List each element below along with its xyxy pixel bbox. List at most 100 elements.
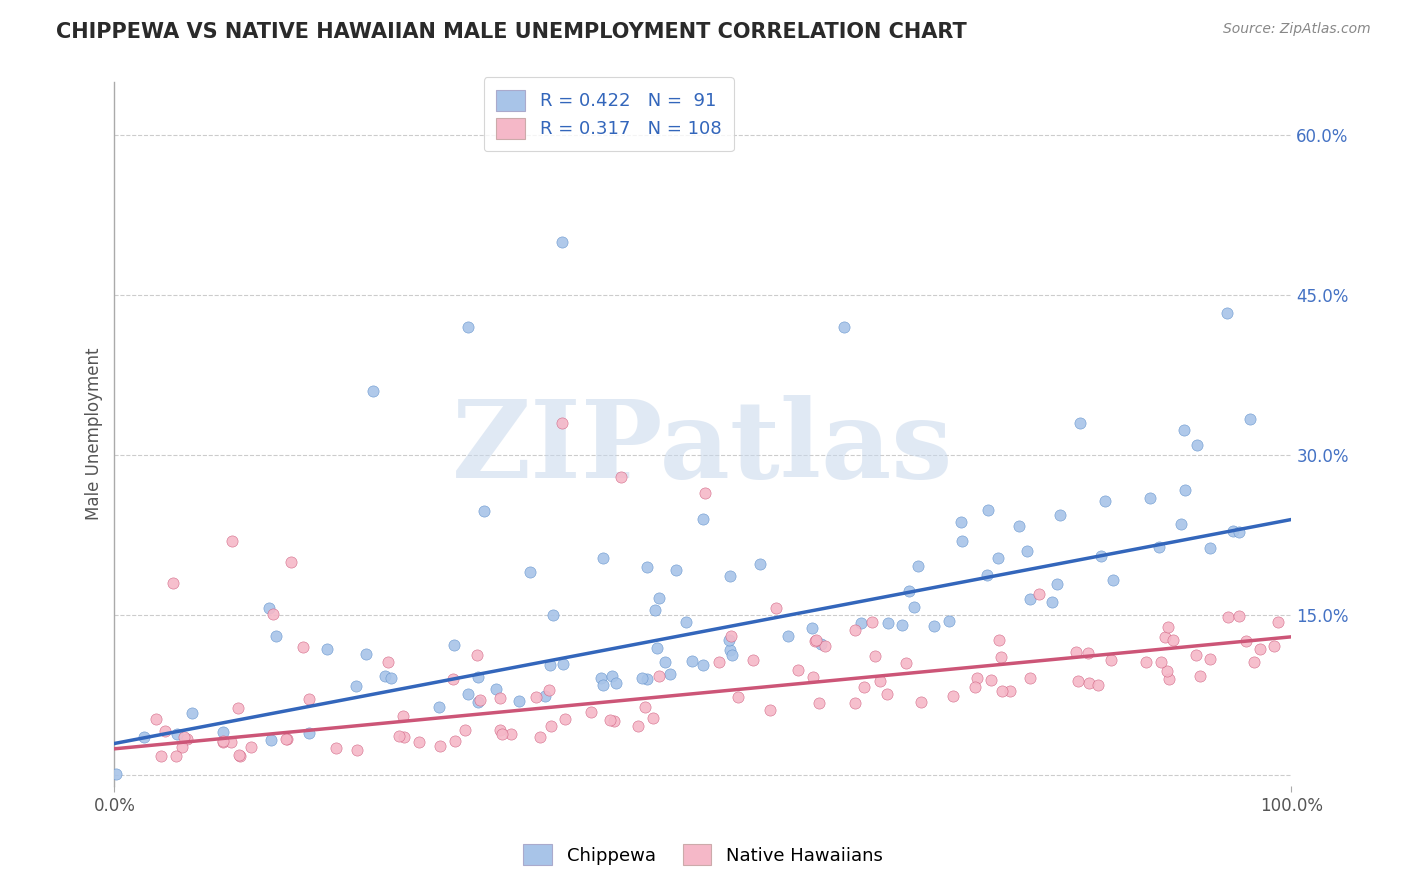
Point: [1028, 587, 1050, 601]
Point: [707, 656, 730, 670]
Point: [627, 719, 650, 733]
Point: [221, 735, 243, 749]
Point: [1019, 671, 1042, 685]
Point: [491, 727, 513, 741]
Point: [540, 719, 562, 733]
Point: [603, 714, 626, 729]
Point: [457, 320, 479, 334]
Point: [394, 730, 416, 744]
Point: [1094, 494, 1116, 508]
Point: [1173, 423, 1195, 437]
Point: [675, 615, 697, 629]
Point: [262, 607, 284, 621]
Point: [1161, 632, 1184, 647]
Point: [810, 637, 832, 651]
Point: [1249, 642, 1271, 657]
Point: [221, 533, 243, 548]
Point: [427, 699, 450, 714]
Point: [1239, 412, 1261, 426]
Point: [976, 503, 998, 517]
Point: [869, 674, 891, 689]
Point: [257, 601, 280, 615]
Point: [804, 633, 827, 648]
Point: [467, 670, 489, 684]
Point: [749, 558, 772, 572]
Point: [325, 740, 347, 755]
Point: [634, 700, 657, 714]
Point: [609, 470, 631, 484]
Point: [648, 591, 671, 605]
Point: [429, 739, 451, 753]
Point: [693, 486, 716, 500]
Point: [720, 643, 742, 657]
Point: [863, 649, 886, 664]
Point: [346, 743, 368, 757]
Legend: R = 0.422   N =  91, R = 0.317   N = 108: R = 0.422 N = 91, R = 0.317 N = 108: [484, 77, 734, 152]
Point: [654, 655, 676, 669]
Point: [239, 739, 262, 754]
Point: [344, 679, 367, 693]
Point: [980, 673, 1002, 687]
Point: [641, 711, 664, 725]
Point: [1135, 655, 1157, 669]
Point: [226, 701, 249, 715]
Point: [1170, 516, 1192, 531]
Point: [1234, 634, 1257, 648]
Point: [377, 655, 399, 669]
Point: [581, 705, 603, 719]
Point: [1046, 577, 1069, 591]
Point: [787, 664, 810, 678]
Point: [181, 706, 204, 720]
Point: [742, 653, 765, 667]
Point: [765, 601, 787, 615]
Point: [950, 516, 973, 530]
Point: [1263, 639, 1285, 653]
Point: [550, 417, 572, 431]
Point: [890, 618, 912, 632]
Legend: Chippewa, Native Hawaiians: Chippewa, Native Hawaiians: [515, 835, 891, 874]
Point: [860, 615, 883, 630]
Text: CHIPPEWA VS NATIVE HAWAIIAN MALE UNEMPLOYMENT CORRELATION CHART: CHIPPEWA VS NATIVE HAWAIIAN MALE UNEMPLO…: [56, 22, 967, 42]
Point: [966, 671, 988, 685]
Point: [636, 560, 658, 574]
Point: [519, 566, 541, 580]
Point: [1147, 540, 1170, 554]
Point: [720, 629, 742, 643]
Point: [1157, 620, 1180, 634]
Point: [1150, 655, 1173, 669]
Point: [551, 657, 574, 672]
Point: [162, 576, 184, 591]
Point: [852, 680, 875, 694]
Point: [212, 724, 235, 739]
Point: [1153, 630, 1175, 644]
Point: [1187, 438, 1209, 452]
Point: [903, 600, 925, 615]
Point: [489, 691, 512, 706]
Point: [554, 712, 576, 726]
Point: [876, 687, 898, 701]
Point: [965, 680, 987, 694]
Point: [645, 641, 668, 656]
Point: [155, 723, 177, 738]
Point: [443, 638, 465, 652]
Point: [291, 640, 314, 654]
Point: [170, 740, 193, 755]
Point: [759, 703, 782, 717]
Point: [145, 712, 167, 726]
Point: [988, 632, 1011, 647]
Point: [1078, 676, 1101, 690]
Point: [105, 767, 128, 781]
Point: [647, 669, 669, 683]
Point: [363, 384, 385, 399]
Point: [1087, 678, 1109, 692]
Point: [1199, 651, 1222, 665]
Point: [454, 723, 477, 738]
Point: [212, 733, 235, 747]
Point: [354, 647, 377, 661]
Point: [600, 669, 623, 683]
Point: [631, 671, 654, 685]
Point: [388, 729, 411, 743]
Point: [894, 657, 917, 671]
Point: [485, 682, 508, 697]
Point: [538, 658, 561, 673]
